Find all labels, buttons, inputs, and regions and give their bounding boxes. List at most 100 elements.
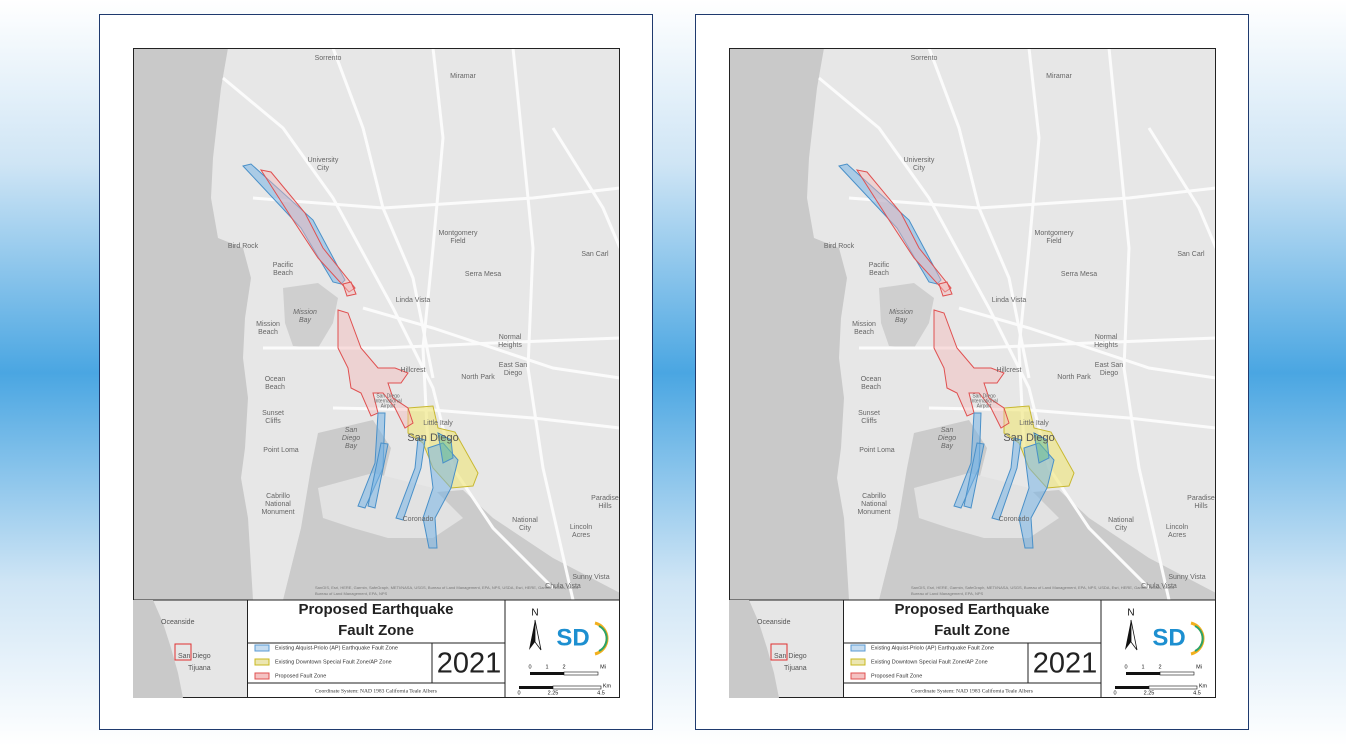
- place-label: Bay: [895, 317, 908, 324]
- inset-label: Tijuana: [784, 665, 807, 672]
- place-label: Cabrillo: [266, 493, 290, 500]
- scale-label: 0: [528, 664, 531, 670]
- legend-label: Existing Downtown Special Fault Zone/AP …: [871, 659, 988, 665]
- fault-zone-existing: [395, 437, 426, 521]
- scale-label: 2: [562, 664, 565, 670]
- legend-swatch: [850, 644, 866, 652]
- logo-wave: [598, 625, 608, 652]
- scale-bar: [519, 686, 553, 689]
- road: [332, 406, 620, 430]
- place-label: Beach: [258, 329, 278, 336]
- legend-label: Existing Alquist-Priolo (AP) Earthquake …: [871, 645, 994, 651]
- attribution: Bureau of Land Management, EPA, NPS: [911, 591, 984, 596]
- legend-label: Existing Downtown Special Fault Zone/AP …: [275, 659, 392, 665]
- map-panel: Sorrento Miramar University City Bird Rock Mo…: [99, 14, 653, 730]
- legend-swatch: [254, 658, 270, 666]
- place-label: Acres: [1168, 532, 1186, 539]
- scale-label: 1: [545, 664, 548, 670]
- place-label: Sunny Vista: [1168, 574, 1205, 581]
- place-label: Mission: [256, 321, 280, 328]
- legend-swatch: [850, 672, 866, 680]
- legend-label: Proposed Fault Zone: [275, 673, 326, 679]
- place-label: Diego: [504, 370, 522, 377]
- place-label: Sunset: [858, 410, 880, 417]
- place-label: Diego: [1100, 370, 1118, 377]
- place-label: National: [512, 517, 538, 524]
- fault-zone-existing: [963, 442, 985, 509]
- place-label: Cabrillo: [862, 493, 886, 500]
- fault-zone-existing: [1033, 432, 1050, 464]
- road: [421, 48, 445, 449]
- road: [1147, 127, 1216, 249]
- fault-zone-existing: [357, 412, 386, 509]
- place-label: Little Italy: [423, 420, 453, 427]
- place-label: City: [317, 165, 330, 172]
- place-label: Diego: [342, 435, 360, 442]
- place-label: Lincoln: [1166, 524, 1188, 531]
- inset-label: Oceanside: [757, 619, 791, 626]
- fault-zone-existing: [838, 163, 942, 285]
- map-panel: Sorrento Miramar University City Bird Rock Mo…: [695, 14, 1249, 730]
- scale-label: Km: [1199, 683, 1208, 689]
- fault-zone-proposed: [342, 281, 357, 297]
- scale-bar: [530, 672, 564, 675]
- place-label: East San: [499, 362, 528, 369]
- scale-bar: [1126, 672, 1160, 675]
- place-label: Serra Mesa: [1061, 271, 1097, 278]
- fault-zone-proposed: [855, 169, 952, 293]
- year: 2021: [437, 648, 502, 680]
- attribution: SanGIS, Esri, HERE, Garmin, SafeGraph, M…: [315, 585, 579, 590]
- place-label: Sorrento: [911, 55, 938, 62]
- scale-label: 2.25: [548, 690, 559, 696]
- fault-zone-proposed: [938, 281, 953, 297]
- place-label: University: [904, 157, 935, 164]
- place-label: Acres: [572, 532, 590, 539]
- road: [848, 186, 1216, 210]
- map-title: Fault Zone: [338, 622, 414, 639]
- north-arrow: [1130, 619, 1138, 651]
- place-label: Field: [450, 238, 465, 245]
- place-label: Paradise: [1187, 495, 1215, 502]
- place-label: San Carl: [1177, 251, 1205, 258]
- scale-bar: [552, 685, 602, 690]
- place-label: National: [1108, 517, 1134, 524]
- mission-bay: [879, 283, 934, 348]
- logo: SD: [1152, 624, 1185, 651]
- place-label: Airport: [977, 403, 992, 409]
- map-title: Proposed Earthquake: [894, 601, 1049, 618]
- fault-zone-existing: [991, 437, 1022, 521]
- place-label: Pacific: [273, 262, 294, 269]
- attribution: Bureau of Land Management, EPA, NPS: [315, 591, 388, 596]
- place-label: Point Loma: [859, 447, 895, 454]
- map-title: Fault Zone: [934, 622, 1010, 639]
- north-label: N: [531, 608, 538, 619]
- coordinate-system: Coordinate System: NAD 1983 California T…: [911, 687, 1033, 694]
- scale-label: 0: [517, 690, 520, 696]
- scale-label: 2.25: [1144, 690, 1155, 696]
- place-label: Bay: [345, 443, 358, 450]
- place-label: Beach: [854, 329, 874, 336]
- fault-zone-proposed: [337, 309, 414, 429]
- logo-wave: [1194, 625, 1204, 652]
- place-label: Diego: [938, 435, 956, 442]
- place-label: International: [970, 398, 998, 404]
- place-label: San Diego: [376, 393, 400, 399]
- place-label: San Diego: [407, 432, 458, 444]
- place-label: Linda Vista: [992, 297, 1027, 304]
- place-label: North Park: [461, 374, 495, 381]
- place-label: Paradise: [591, 495, 619, 502]
- coordinate-system: Coordinate System: NAD 1983 California T…: [315, 687, 437, 694]
- mission-bay: [283, 283, 338, 348]
- place-label: Point Loma: [263, 447, 299, 454]
- place-label: Bird Rock: [824, 243, 855, 250]
- place-label: San: [345, 427, 358, 434]
- place-label: University: [308, 157, 339, 164]
- place-label: Cliffs: [861, 418, 877, 425]
- place-label: Chula Vista: [545, 583, 581, 590]
- place-label: City: [1115, 525, 1128, 532]
- place-label: Bay: [299, 317, 312, 324]
- scale-label: 0: [1124, 664, 1127, 670]
- place-label: Serra Mesa: [465, 271, 501, 278]
